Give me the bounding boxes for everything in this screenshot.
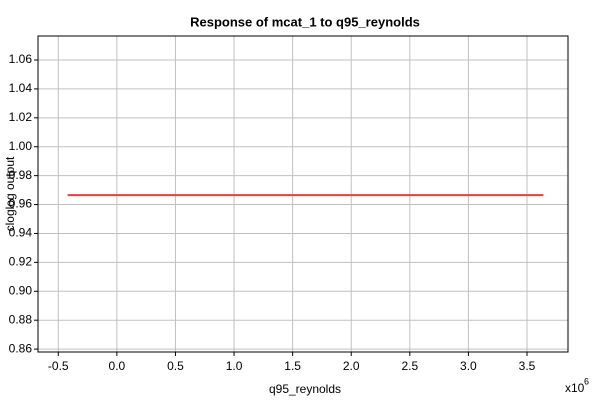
y-tick-label: 1.06 [9,52,33,66]
x-scale-exponent: 6 [584,376,589,386]
y-tick-label: 0.94 [9,226,33,240]
chart-title: Response of mcat_1 to q95_reynolds [190,14,420,29]
y-tick-label: 1.00 [9,139,33,153]
x-scale-base: x10 [565,381,585,395]
y-tick-label: 0.90 [9,283,33,297]
y-tick-label: 1.02 [9,110,33,124]
y-tick-label: 0.86 [9,341,33,355]
x-tick-label: -0.5 [48,359,69,373]
x-tick-label: 0.0 [109,359,126,373]
x-tick-label: 2.5 [401,359,418,373]
y-tick-label: 0.88 [9,312,33,326]
x-tick-label: 3.5 [519,359,536,373]
x-tick-label: 1.0 [226,359,243,373]
x-tick-label: 3.0 [460,359,477,373]
x-axis-label: q95_reynolds [269,382,341,396]
y-axis-label: cloglog output [3,156,17,231]
plot-frame [37,35,569,353]
y-tick-label: 0.96 [9,197,33,211]
y-tick-label: 0.92 [9,255,33,269]
y-tick-label: 0.98 [9,168,33,182]
x-tick-label: 0.5 [167,359,184,373]
x-tick-label: 2.0 [343,359,360,373]
x-tick-label: 1.5 [284,359,301,373]
y-tick-label: 1.04 [9,81,33,95]
